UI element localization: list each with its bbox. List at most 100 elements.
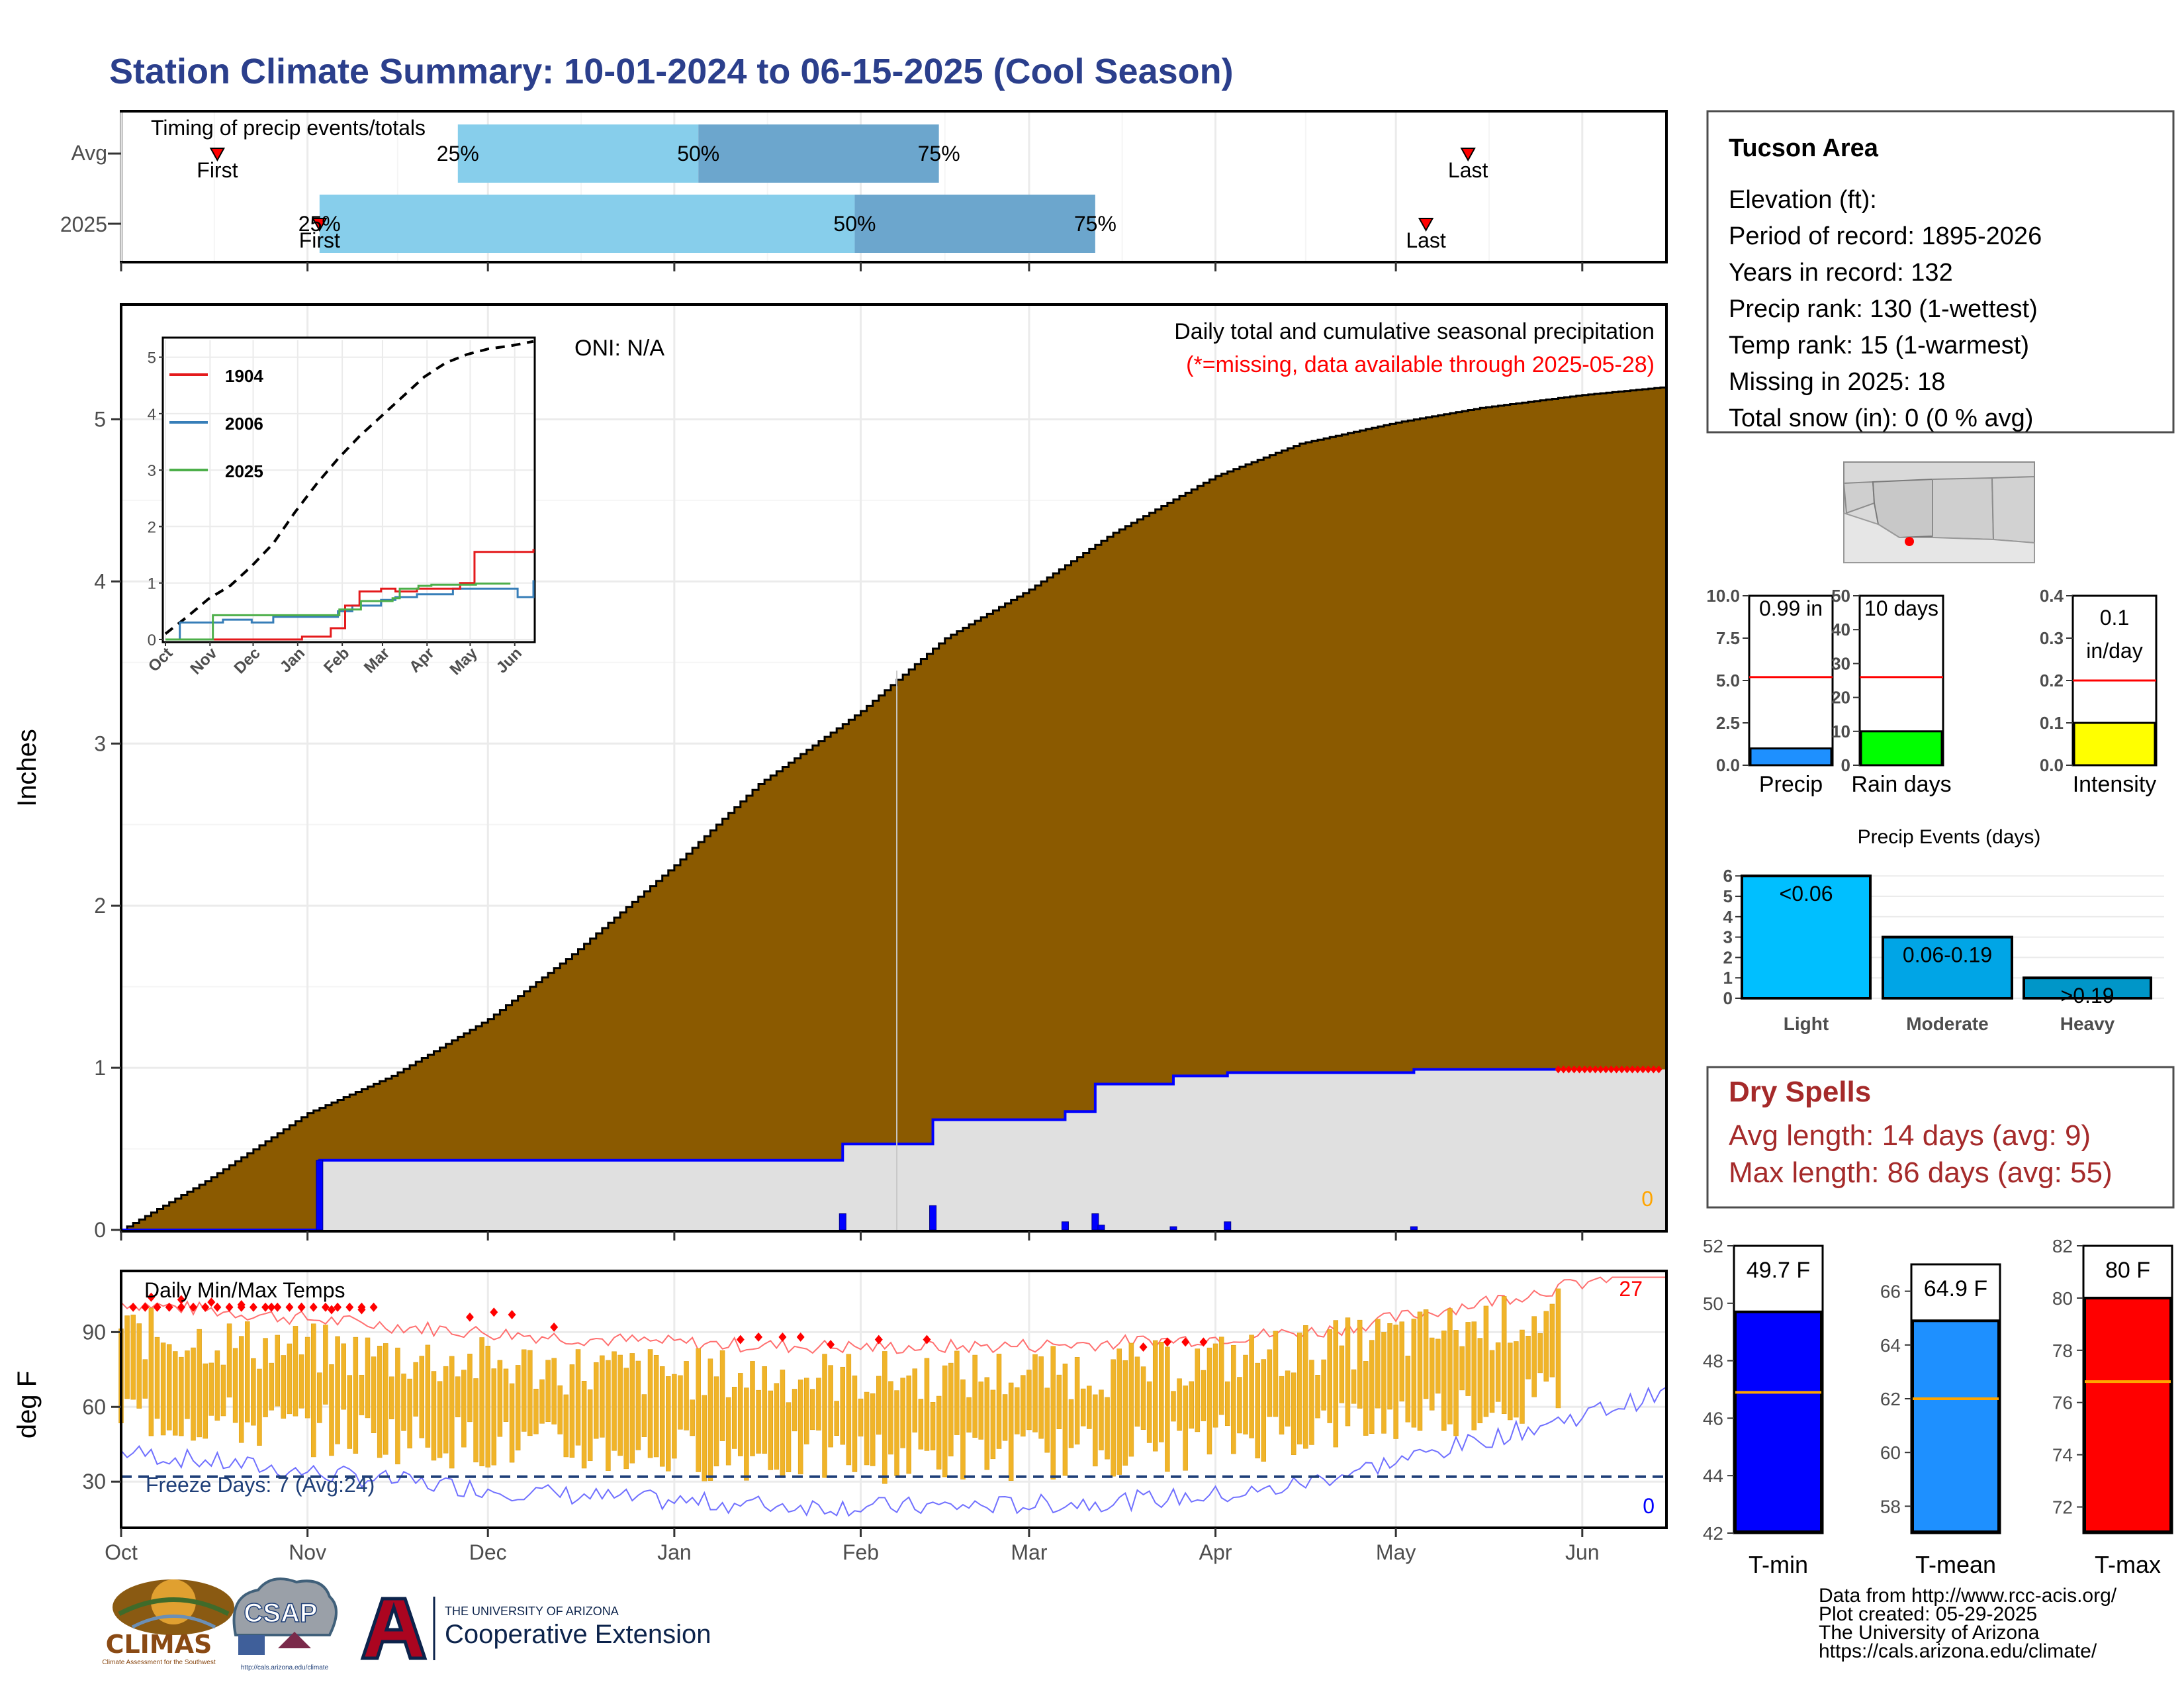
daily-temp-bar: [1543, 1311, 1549, 1382]
events-tick-label: 5: [1723, 886, 1733, 906]
minibar-tick-label: 7.5: [1716, 628, 1740, 648]
dry-spells-max: Max length: 86 days (avg: 55): [1729, 1156, 2113, 1189]
tbar-tick-label: 80: [2052, 1288, 2073, 1309]
daily-temp-bar: [1087, 1385, 1092, 1429]
minibar-frame: [1748, 594, 1834, 767]
daily-temp-bar: [1111, 1359, 1116, 1477]
tbar-tick-label: 58: [1880, 1496, 1901, 1517]
ua-logo-small-text: THE UNIVERSITY OF ARIZONA: [445, 1605, 619, 1618]
tbar-tick-label: 46: [1703, 1408, 1723, 1429]
climas-logo-text: CLIMAS: [106, 1630, 212, 1659]
daily-temp-bar: [1489, 1350, 1495, 1413]
legend-2006: 2006: [225, 414, 263, 434]
daily-temp-bar: [1477, 1338, 1483, 1423]
month-label-dec: Dec: [469, 1540, 507, 1564]
daily-temp-bar: [323, 1325, 328, 1405]
minibar-tick-label: 0.3: [2040, 628, 2064, 648]
missing-marker: [1645, 1065, 1652, 1074]
footer-url: https://cals.arizona.edu/climate/: [1819, 1640, 2097, 1662]
events-category-label-heavy: Heavy: [2060, 1013, 2115, 1034]
main-title: Daily total and cumulative seasonal prec…: [1174, 319, 1655, 344]
timing-first-label-1: First: [299, 228, 340, 252]
timing-first-label-0: First: [197, 158, 238, 182]
timing-title: Timing of precip events/totals: [151, 116, 426, 140]
record-high-marker: [827, 1340, 835, 1350]
daily-temp-bar: [707, 1358, 713, 1481]
main-y-axis: 0 1 2 3 4 5: [94, 407, 121, 1242]
main-ytick-label-2: 2: [94, 894, 106, 917]
daily-temp-bar: [629, 1353, 635, 1464]
daily-temp-bar: [563, 1394, 569, 1458]
daily-temp-bar: [1183, 1385, 1188, 1471]
daily-temp-bar: [1062, 1363, 1068, 1476]
daily-temp-bar: [1152, 1340, 1158, 1452]
record-high-marker: [345, 1302, 354, 1312]
tbar-tick-label: 62: [1880, 1389, 1901, 1409]
timing-p75-label-1: 75%: [1074, 212, 1116, 236]
daily-temp-bar: [220, 1364, 226, 1417]
record-high-marker: [874, 1335, 883, 1344]
daily-temp-bar: [672, 1374, 677, 1459]
daily-temp-bar: [1021, 1375, 1026, 1437]
daily-precip-bar-5: [1097, 1225, 1105, 1231]
record-high-line: [120, 1276, 1666, 1354]
daily-temp-bar: [750, 1361, 755, 1456]
timing-bars: First Last 25% 50% 75% First Last 25% 50% 75%: [108, 124, 1488, 253]
daily-temp-bar: [762, 1366, 767, 1454]
record-high-marker: [201, 1302, 210, 1312]
missing-marker: [1602, 1065, 1610, 1074]
timing-row-label-2025: 2025: [60, 212, 107, 236]
footer-university: The University of Arizona: [1819, 1622, 2040, 1644]
minibar-tick-label: 0.2: [2040, 671, 2064, 690]
temp-ytick-label-1: 60: [82, 1395, 106, 1419]
tbar-tick-label: 60: [1880, 1442, 1901, 1463]
main-ytick-label-1: 1: [94, 1056, 106, 1080]
main-subtitle: (*=missing, data available through 2025-…: [1186, 352, 1655, 377]
daily-temp-bar: [1417, 1311, 1423, 1431]
record-high-marker: [177, 1302, 185, 1312]
daily-temp-range-bars: [118, 1288, 1561, 1484]
minibar-tick-label: 2.5: [1716, 713, 1740, 733]
month-label-may: May: [1376, 1540, 1416, 1564]
minibar-value-label: 0.1: [2100, 606, 2129, 630]
inset-ytick-label-2: 2: [148, 518, 156, 536]
tbar-tick-label: 44: [1703, 1466, 1723, 1486]
minibar-tick-label: 10.0: [1706, 586, 1740, 606]
daily-temp-bar: [389, 1376, 394, 1419]
daily-temp-bar: [1122, 1360, 1128, 1466]
daily-temp-bar: [684, 1361, 689, 1430]
station-missing: Missing in 2025: 18: [1729, 368, 1945, 396]
daily-temp-bar: [870, 1393, 876, 1466]
missing-data-markers: [1555, 1065, 1662, 1074]
daily-temp-bar: [912, 1368, 918, 1432]
daily-temp-bar: [191, 1347, 196, 1441]
locator-map: [1843, 461, 2035, 563]
freeze-days-label: Freeze Days: 7 (Avg:24): [146, 1473, 375, 1497]
daily-temp-bar: [359, 1374, 365, 1415]
daily-temp-bar: [1309, 1360, 1314, 1445]
month-label-apr: Apr: [1199, 1540, 1232, 1564]
daily-temp-bar: [1195, 1348, 1201, 1432]
daily-temp-bar: [828, 1365, 833, 1448]
events-tick-label: 1: [1723, 968, 1733, 988]
month-label-oct: Oct: [105, 1540, 138, 1564]
daily-temp-bar: [160, 1342, 166, 1436]
daily-temp-bar: [702, 1395, 707, 1481]
inset-ytick-label-1: 1: [148, 575, 156, 593]
tbar-category-label: T-mean: [1915, 1551, 1996, 1578]
inset-lines: [164, 340, 535, 641]
record-high-marker: [249, 1302, 257, 1312]
inset-line-2006: [165, 580, 535, 641]
daily-temp-bar: [768, 1390, 773, 1470]
daily-temp-bar: [497, 1360, 503, 1437]
minibar-value-bar: [1860, 730, 1943, 767]
daily-temp-bar: [1471, 1321, 1477, 1430]
daily-temp-bar: [1146, 1381, 1152, 1443]
tbar-tick-label: 82: [2052, 1236, 2073, 1256]
daily-temp-bar: [298, 1354, 304, 1409]
daily-temp-bar: [545, 1360, 551, 1423]
main-ylabel: Inches: [13, 729, 42, 807]
daily-temp-bar: [1393, 1325, 1398, 1439]
daily-temp-bar: [972, 1354, 978, 1438]
csap-logo-url: http://cals.arizona.edu/climate: [241, 1664, 329, 1671]
